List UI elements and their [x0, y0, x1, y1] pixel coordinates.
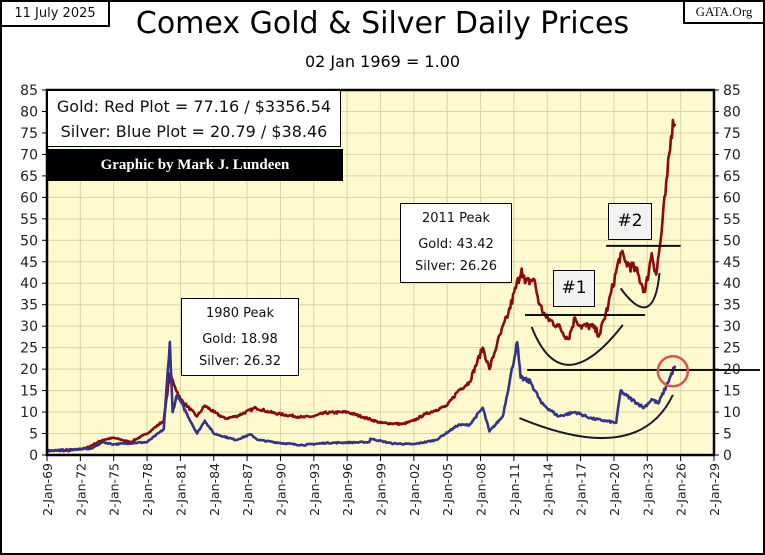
y-tick-label-right: 10 — [723, 405, 741, 421]
y-tick-label-left: 60 — [20, 190, 38, 206]
y-tick-label-left: 20 — [20, 362, 38, 378]
y-tick-label-left: 70 — [20, 147, 38, 163]
y-tick-label-right: 30 — [723, 319, 741, 335]
y-tick-label-right: 5 — [723, 427, 732, 443]
y-tick-label-left: 15 — [20, 384, 38, 400]
annotation-curve — [619, 272, 661, 309]
chart-title: Comex Gold & Silver Daily Prices — [135, 6, 630, 41]
y-tick-label-right: 45 — [723, 255, 741, 271]
callout-title: 1980 Peak — [205, 306, 275, 321]
y-tick-label-left: 5 — [29, 427, 38, 443]
y-tick-label-left: 45 — [20, 255, 38, 271]
x-tick-label: 2-Jan-69 — [40, 463, 55, 516]
x-tick-label: 2-Jan-14 — [540, 463, 555, 516]
x-tick-label: 2-Jan-23 — [640, 463, 655, 516]
x-tick-label: 2-Jan-75 — [107, 463, 122, 516]
callout-title: 2011 Peak — [421, 211, 491, 226]
y-tick-label-right: 70 — [723, 147, 741, 163]
y-tick-label-right: 65 — [723, 169, 741, 185]
y-tick-label-right: 85 — [723, 83, 741, 99]
y-tick-label-left: 25 — [20, 341, 38, 357]
plot-border — [45, 88, 716, 457]
y-tick-label-left: 0 — [29, 448, 38, 464]
x-tick-label: 2-Jan-72 — [73, 463, 88, 516]
y-tick-label-left: 80 — [20, 104, 38, 120]
callout-silver: Silver: 26.26 — [414, 259, 497, 274]
x-tick-label: 2-Jan-78 — [140, 463, 155, 516]
legend: Gold: Red Plot = 77.16 / $3356.54 Silver… — [47, 90, 341, 147]
series-silver — [46, 340, 677, 453]
y-tick-label-left: 55 — [20, 212, 38, 228]
y-tick-label-right: 80 — [723, 104, 741, 120]
source-label: GATA.Org — [683, 0, 765, 24]
x-tick-label: 2-Jan-81 — [173, 463, 188, 516]
x-tick-label: 2-Jan-05 — [440, 463, 455, 516]
legend-silver: Silver: Blue Plot = 20.79 / $38.46 — [60, 122, 328, 141]
x-tick-label: 2-Jan-08 — [474, 463, 489, 516]
callout-gold: Gold: 18.98 — [202, 332, 278, 347]
y-tick-label-right: 0 — [723, 448, 732, 464]
y-tick-label-right: 15 — [723, 384, 741, 400]
x-tick-label: 2-Jan-87 — [240, 463, 255, 516]
y-tick-label-left: 30 — [20, 319, 38, 335]
callout-1980-peak: 1980 Peak Gold: 18.98 Silver: 26.32 — [181, 298, 299, 376]
annotation-curve — [530, 324, 624, 366]
y-tick-label-right: 55 — [723, 212, 741, 228]
callout-gold: Gold: 43.42 — [418, 237, 494, 252]
tag-1: #1 — [553, 270, 595, 307]
y-tick-label-left: 85 — [20, 83, 38, 99]
x-tick-label: 2-Jan-93 — [307, 463, 322, 516]
x-tick-label: 2-Jan-84 — [207, 463, 222, 516]
x-tick-label: 2-Jan-99 — [374, 463, 389, 516]
x-tick-label: 2-Jan-26 — [674, 463, 689, 516]
annotation-curve — [519, 394, 674, 439]
y-tick-label-left: 40 — [20, 276, 38, 292]
y-tick-label-right: 40 — [723, 276, 741, 292]
x-tick-label: 2-Jan-29 — [707, 463, 722, 516]
x-tick-label: 2-Jan-17 — [574, 463, 589, 516]
series-gold — [46, 118, 677, 453]
y-tick-label-left: 65 — [20, 169, 38, 185]
x-tick-label: 2-Jan-02 — [407, 463, 422, 516]
y-tick-label-left: 75 — [20, 126, 38, 142]
y-tick-label-right: 60 — [723, 190, 741, 206]
credit-banner: Graphic by Mark J. Lundeen — [47, 149, 343, 181]
y-tick-label-left: 35 — [20, 298, 38, 314]
y-tick-label-right: 50 — [723, 233, 741, 249]
y-tick-label-left: 50 — [20, 233, 38, 249]
x-tick-label: 2-Jan-20 — [607, 463, 622, 516]
callout-2011-peak: 2011 Peak Gold: 43.42 Silver: 26.26 — [400, 203, 512, 283]
date-label: 11 July 2025 — [0, 0, 110, 27]
tag-2: #2 — [608, 203, 652, 240]
y-tick-label-left: 10 — [20, 405, 38, 421]
y-tick-label-right: 75 — [723, 126, 741, 142]
callout-silver: Silver: 26.32 — [198, 354, 281, 369]
legend-gold: Gold: Red Plot = 77.16 / $3356.54 — [56, 97, 332, 116]
y-tick-label-right: 35 — [723, 298, 741, 314]
y-tick-label-right: 25 — [723, 341, 741, 357]
x-tick-label: 2-Jan-11 — [507, 463, 522, 516]
chart-subtitle: 02 Jan 1969 = 1.00 — [304, 52, 461, 71]
annotation-circle — [656, 355, 690, 388]
x-tick-label: 2-Jan-96 — [340, 463, 355, 516]
x-tick-label: 2-Jan-90 — [273, 463, 288, 516]
